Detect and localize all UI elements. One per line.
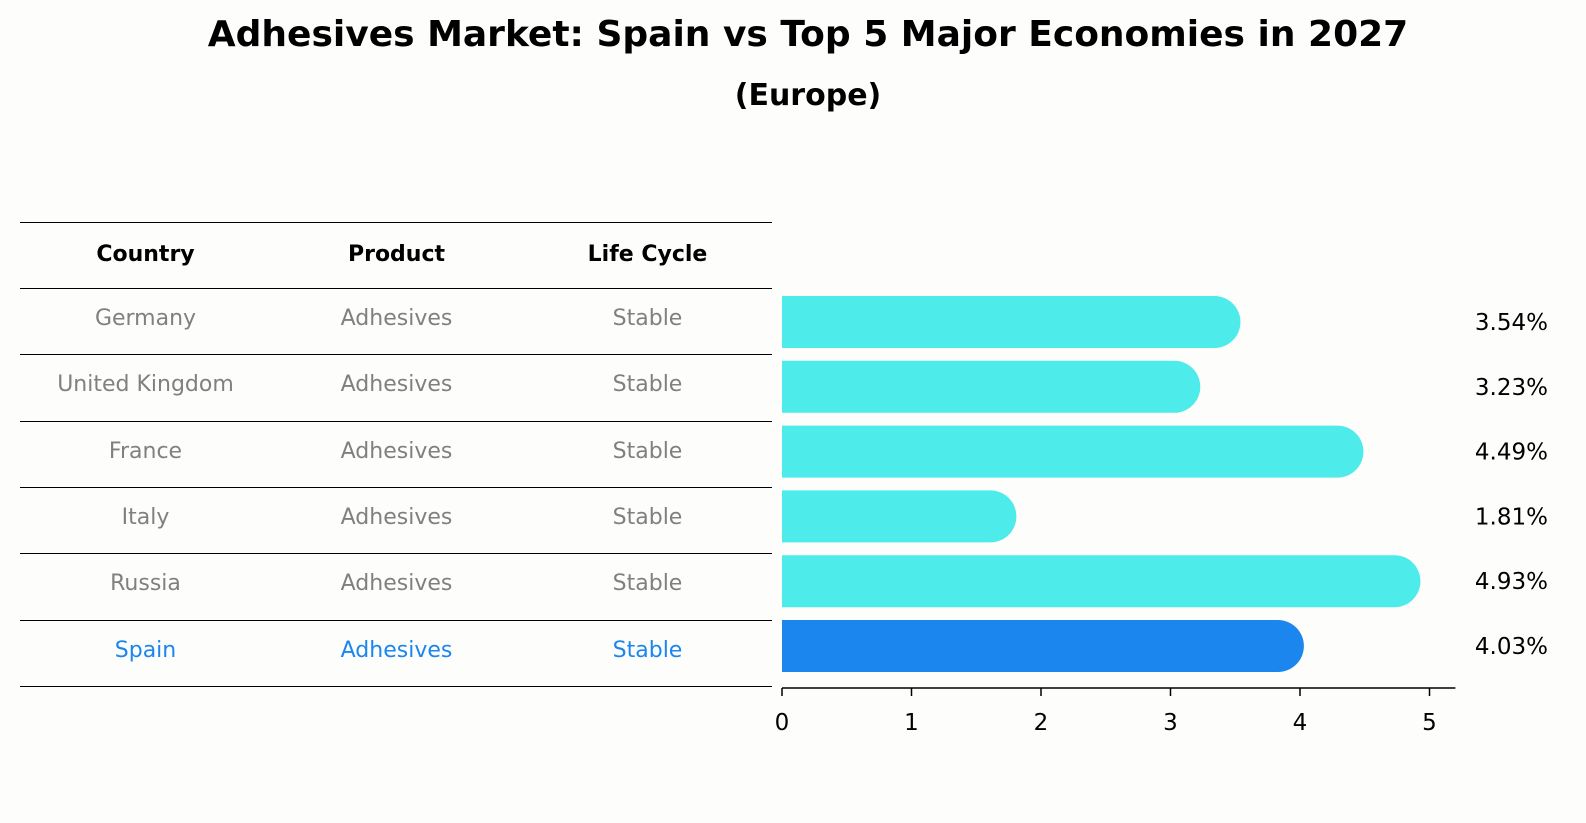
- bar-value-label: 1.81%: [1475, 504, 1548, 530]
- table-cell: Adhesives: [340, 505, 453, 531]
- x-tick-label: 4: [1293, 710, 1308, 736]
- table-rule: [20, 553, 772, 555]
- table-rule: [20, 685, 772, 687]
- table-rule: [20, 288, 772, 289]
- bar-value-label: 4.93%: [1475, 569, 1548, 595]
- table-cell: Adhesives: [340, 372, 453, 398]
- table-cell: Stable: [612, 438, 683, 464]
- x-tick-label: 5: [1422, 710, 1437, 736]
- table-cell: United Kingdom: [57, 372, 234, 398]
- x-tick-label: 1: [904, 710, 919, 736]
- table-rule: [20, 222, 772, 223]
- table-cell: Adhesives: [340, 306, 453, 332]
- table-header-cell: Life Cycle: [587, 242, 708, 267]
- bar-russia: [782, 555, 1421, 608]
- table-cell: Adhesives: [340, 438, 453, 464]
- x-tick-label: 2: [1034, 710, 1049, 736]
- bar-value-label: 3.23%: [1475, 375, 1548, 401]
- table-rule: [20, 486, 772, 488]
- x-tick-label: 3: [1163, 710, 1178, 736]
- table-rule: [20, 619, 772, 621]
- table-cell: Italy: [121, 505, 170, 531]
- table-cell: Stable: [612, 637, 683, 663]
- table-cell: Russia: [110, 571, 181, 597]
- bar-value-label: 4.03%: [1475, 634, 1548, 660]
- bar-value-label: 4.49%: [1475, 440, 1548, 466]
- bar-spain: [782, 620, 1304, 672]
- bar-france: [782, 425, 1364, 478]
- table-cell: Adhesives: [340, 571, 453, 597]
- x-tick-label: 0: [775, 710, 790, 736]
- table-rule: [20, 420, 772, 422]
- table-cell: France: [108, 438, 183, 464]
- table-cell: Stable: [612, 306, 683, 332]
- table-cell: Stable: [612, 571, 683, 597]
- bar-united-kingdom: [782, 360, 1201, 413]
- table-header-cell: Country: [96, 242, 195, 267]
- table-header-cell: Product: [347, 242, 446, 267]
- table-rule: [20, 354, 772, 356]
- chart-subtitle: (Europe): [734, 78, 882, 113]
- table-cell: Spain: [114, 637, 177, 663]
- bar-germany: [782, 296, 1241, 348]
- bar-value-label: 3.54%: [1475, 310, 1548, 336]
- table-cell: Stable: [612, 372, 683, 398]
- bar-italy: [782, 490, 1017, 543]
- chart-title: Adhesives Market: Spain vs Top 5 Major E…: [207, 14, 1409, 55]
- table-cell: Adhesives: [340, 637, 453, 663]
- table-cell: Stable: [612, 505, 683, 531]
- table-cell: Germany: [94, 306, 197, 332]
